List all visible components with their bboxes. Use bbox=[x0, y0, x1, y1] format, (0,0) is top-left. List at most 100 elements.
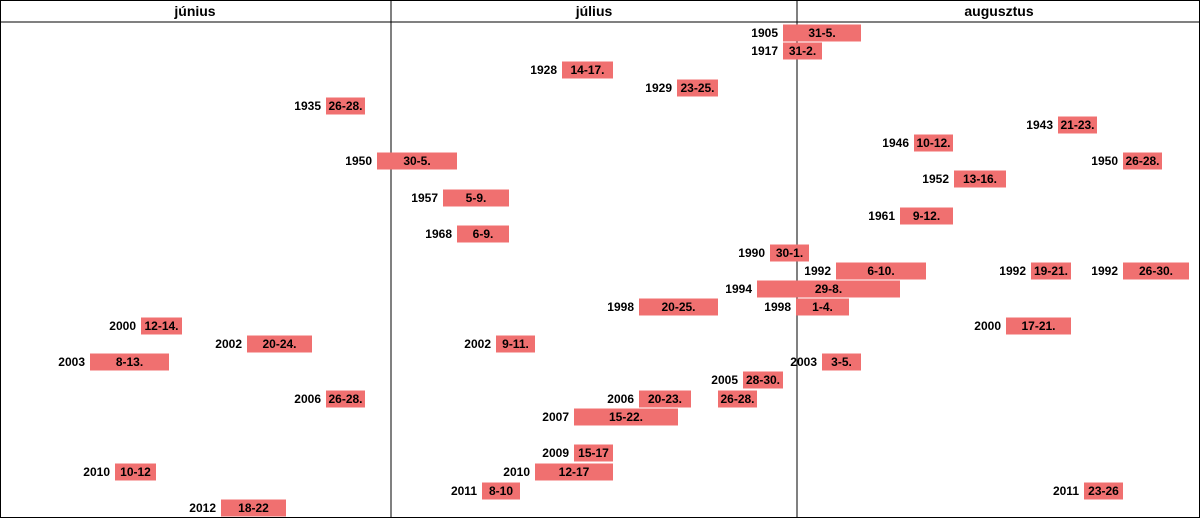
year-label: 1992 bbox=[1091, 264, 1118, 278]
year-label: 2000 bbox=[974, 319, 1001, 333]
bar-item: 20-25. 1998 bbox=[607, 298, 718, 316]
bar-item: 12-17 2010 bbox=[503, 463, 613, 481]
bar-item: 17-21. 2000 bbox=[974, 317, 1071, 335]
bar-label: 19-21. bbox=[1034, 264, 1068, 278]
bar-label: 12-17 bbox=[559, 465, 590, 479]
year-label: 1928 bbox=[530, 63, 557, 77]
year-label: 2011 bbox=[451, 484, 477, 498]
bar bbox=[247, 335, 312, 353]
bar-item: 31-5. 1905 bbox=[751, 24, 861, 42]
month-label: július bbox=[575, 3, 613, 19]
bar bbox=[1058, 116, 1097, 134]
bar bbox=[535, 463, 613, 481]
bar-label: 1-4. bbox=[812, 300, 833, 314]
bar bbox=[677, 79, 718, 97]
bar-item: 20-23. 2006 bbox=[607, 390, 691, 408]
bar-item: 15-17 2009 bbox=[542, 444, 613, 462]
month-header: június július augusztus bbox=[173, 3, 1033, 19]
year-label: 1917 bbox=[751, 44, 778, 58]
bar-item: 8-13. 2003 bbox=[58, 353, 169, 371]
bar bbox=[639, 390, 691, 408]
year-label: 2002 bbox=[215, 337, 242, 351]
bar bbox=[443, 189, 509, 207]
year-label: 1905 bbox=[751, 26, 778, 40]
bar bbox=[377, 152, 457, 170]
year-label: 2010 bbox=[83, 465, 110, 479]
bar bbox=[743, 371, 783, 389]
bar bbox=[822, 353, 861, 371]
bar-item: 28-30. 2005 bbox=[711, 371, 783, 389]
year-label: 2007 bbox=[542, 410, 569, 424]
bar-item: 26-30. 1992 bbox=[1091, 262, 1189, 280]
bar-item: 5-9. 1957 bbox=[411, 189, 509, 207]
bar-item: 8-10 2011 bbox=[451, 482, 520, 500]
bar-item: 13-16. 1952 bbox=[922, 170, 1006, 188]
year-label: 1957 bbox=[411, 191, 438, 205]
bar-label: 26-28. bbox=[1125, 154, 1159, 168]
year-label: 1990 bbox=[738, 246, 765, 260]
bar-item: 6-9. 1968 bbox=[425, 225, 509, 243]
bar-item: 21-23. 1943 bbox=[1026, 116, 1097, 134]
year-label: 1992 bbox=[999, 264, 1026, 278]
year-label: 1952 bbox=[922, 172, 949, 186]
bar-label: 8-10 bbox=[489, 484, 513, 498]
bar-label: 5-9. bbox=[466, 191, 487, 205]
bar-item: 6-10. 1992 bbox=[804, 262, 926, 280]
bar-item: 3-5. 2003 bbox=[790, 353, 861, 371]
year-label: 1935 bbox=[294, 99, 321, 113]
bar-label: 9-12. bbox=[913, 209, 940, 223]
year-label: 2003 bbox=[790, 355, 817, 369]
bar-item: 1-4. 1998 bbox=[764, 298, 849, 316]
bar-item: 26-28. 1935 bbox=[294, 97, 365, 115]
bar-label: 26-28. bbox=[328, 392, 362, 406]
year-label: 2006 bbox=[607, 392, 634, 406]
bar bbox=[718, 390, 757, 408]
bar bbox=[482, 482, 520, 500]
bar-label: 15-22. bbox=[609, 410, 643, 424]
bar-item: 26-28. bbox=[718, 390, 757, 408]
bar bbox=[221, 499, 286, 517]
bar-label: 23-25. bbox=[680, 81, 714, 95]
year-label: 2006 bbox=[294, 392, 321, 406]
year-label: 2005 bbox=[711, 373, 738, 387]
bar bbox=[1123, 262, 1189, 280]
bar-item: 15-22. 2007 bbox=[542, 408, 678, 426]
bars-group: 31-5. 1905 31-2. 1917 14-17. 1928 23-25. 1929 26… bbox=[58, 24, 1189, 517]
bar-item: 26-28. 2006 bbox=[294, 390, 365, 408]
bar bbox=[836, 262, 926, 280]
bar-item: 12-14. 2000 bbox=[109, 317, 182, 335]
bar-label: 20-24. bbox=[262, 337, 296, 351]
bar bbox=[757, 280, 900, 298]
bar-label: 10-12 bbox=[120, 465, 151, 479]
bar-item: 10-12. 1946 bbox=[882, 134, 953, 152]
year-label: 1946 bbox=[882, 136, 909, 150]
bar bbox=[1006, 317, 1071, 335]
bar-label: 8-13. bbox=[116, 355, 143, 369]
bar-item: 23-25. 1929 bbox=[645, 79, 718, 97]
year-label: 1968 bbox=[425, 227, 452, 241]
bar-label: 28-30. bbox=[746, 373, 780, 387]
bar bbox=[562, 61, 613, 79]
bar-item: 14-17. 1928 bbox=[530, 61, 613, 79]
bar bbox=[1031, 262, 1071, 280]
bar-label: 17-21. bbox=[1021, 319, 1055, 333]
bar-label: 30-1. bbox=[776, 246, 803, 260]
bar bbox=[900, 207, 953, 225]
bar bbox=[574, 408, 678, 426]
bar bbox=[141, 317, 182, 335]
bar-label: 6-9. bbox=[473, 227, 494, 241]
bar-label: 14-17. bbox=[570, 63, 604, 77]
year-label: 1998 bbox=[607, 300, 634, 314]
bar-label: 10-12. bbox=[916, 136, 950, 150]
bar-label: 15-17 bbox=[578, 446, 609, 460]
bar bbox=[1084, 482, 1123, 500]
bar-label: 23-26 bbox=[1088, 484, 1119, 498]
bar-label: 18-22 bbox=[238, 501, 269, 515]
bar bbox=[1123, 152, 1162, 170]
bar-label: 6-10. bbox=[867, 264, 894, 278]
year-label: 1943 bbox=[1026, 118, 1053, 132]
bar-label: 26-28. bbox=[328, 99, 362, 113]
bar-item: 10-12 2010 bbox=[83, 463, 156, 481]
bar bbox=[496, 335, 535, 353]
